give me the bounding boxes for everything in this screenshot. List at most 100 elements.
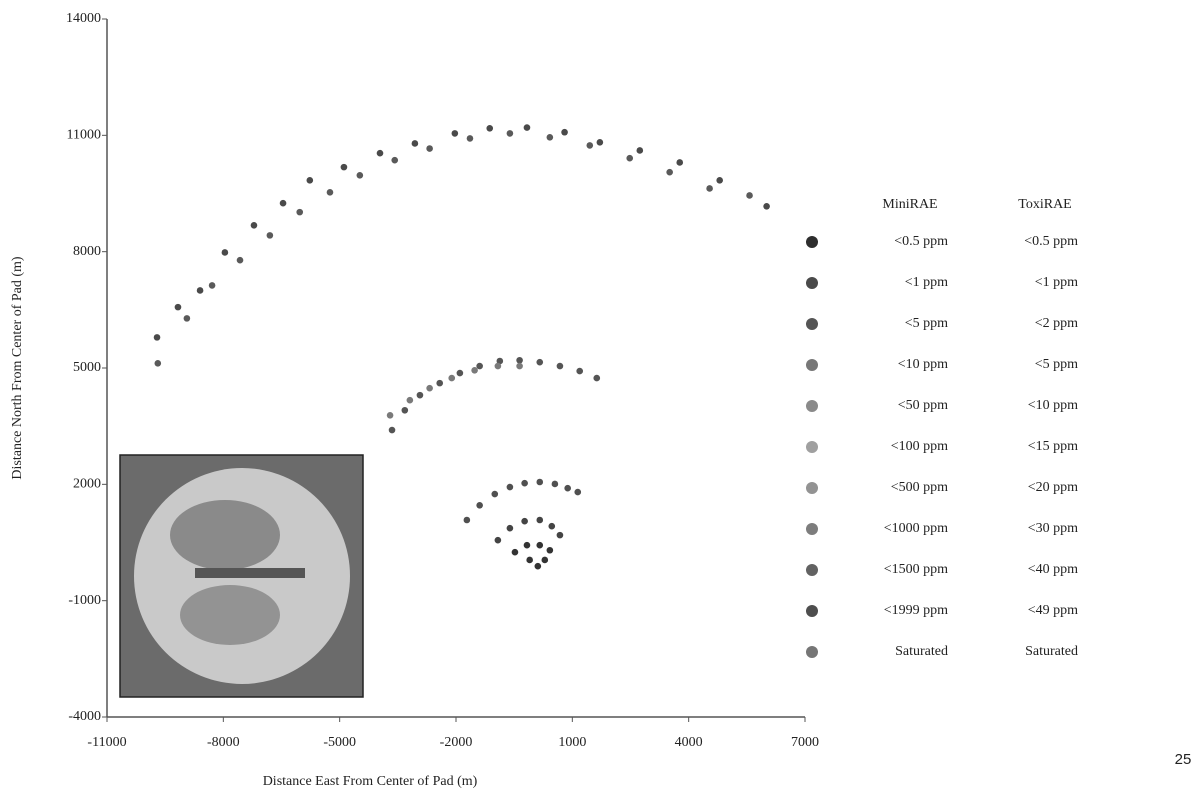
legend-label: <2 ppm [1035,316,1078,331]
legend-header: ToxiRAE [1018,197,1071,212]
legend-label: <5 ppm [1035,357,1078,372]
point [452,130,459,137]
y-tick-label: -1000 [68,593,101,608]
point [357,172,364,179]
point [154,360,161,367]
point [377,150,384,157]
point [666,169,673,176]
point [467,135,474,142]
legend-label: <50 ppm [898,398,948,413]
legend-swatch [806,236,818,248]
point [237,257,244,264]
legend-label: <49 ppm [1028,603,1078,618]
y-tick-label: 11000 [67,128,101,143]
y-tick-label: -4000 [68,709,101,724]
point [464,517,471,524]
point [507,484,514,491]
point [436,380,443,387]
point [391,157,398,164]
legend-label: <1 ppm [905,275,948,290]
inset-photo [120,455,363,697]
point [512,549,519,556]
point [197,287,204,294]
point [476,363,483,370]
point [526,557,533,564]
point [184,315,191,322]
point [471,367,478,374]
point [457,370,464,377]
legend-label: <10 ppm [898,357,948,372]
point [552,481,559,488]
point [557,532,564,539]
point [521,480,528,487]
chart: Distance East From Center of Pad (m) Dis… [0,0,1199,798]
x-tick-label: -5000 [323,735,356,750]
point [716,177,723,184]
point [476,502,483,509]
point [535,563,542,570]
point [548,523,555,530]
point [327,189,334,196]
legend-label: <1500 ppm [884,562,948,577]
x-tick-label: -2000 [440,735,473,750]
legend-label: <500 ppm [891,480,948,495]
point [521,518,528,525]
legend-swatch [806,564,818,576]
legend-label: <10 ppm [1028,398,1078,413]
legend-label: <1 ppm [1035,275,1078,290]
point [524,124,531,131]
legend-swatch [806,277,818,289]
x-tick-label: -8000 [207,735,240,750]
point [448,375,455,382]
page-number: 25 [1175,751,1192,768]
point [495,537,502,544]
legend-header: MiniRAE [882,197,937,212]
point [536,542,543,549]
point [507,130,514,137]
legend-label: <15 ppm [1028,439,1078,454]
point [763,203,770,210]
point [746,192,753,199]
legend-label: <1000 ppm [884,521,948,536]
y-axis-label: Distance North From Center of Pad (m) [10,256,25,480]
point [426,145,433,152]
x-axis-label: Distance East From Center of Pad (m) [263,774,478,789]
point [412,140,419,147]
legend-swatch [806,646,818,658]
point [593,375,600,382]
legend-label: <40 ppm [1028,562,1078,577]
point [706,185,713,192]
legend-label: <0.5 ppm [1024,234,1078,249]
legend-label: <100 ppm [891,439,948,454]
point [486,125,493,132]
point [154,334,161,341]
y-tick-label: 8000 [73,244,101,259]
point [267,232,274,239]
point [209,282,216,289]
point [536,479,543,486]
point [557,363,564,370]
point [507,525,514,532]
legend-label: <30 ppm [1028,521,1078,536]
legend-swatch [806,400,818,412]
legend-label: <20 ppm [1028,480,1078,495]
point [597,139,604,146]
point [402,407,409,414]
legend-swatch [806,359,818,371]
point [389,427,396,434]
point [280,200,287,207]
y-tick-label: 5000 [73,360,101,375]
legend-label: <5 ppm [905,316,948,331]
point [626,155,633,162]
point [536,517,543,524]
point [516,363,523,370]
point [387,412,394,419]
page: Distance East From Center of Pad (m) Dis… [0,0,1199,798]
point [547,134,554,141]
point [536,359,543,366]
legend-label: Saturated [895,644,948,659]
point [574,489,581,496]
point [307,177,314,184]
legend-swatch [806,441,818,453]
x-tick-label: -11000 [87,735,126,750]
